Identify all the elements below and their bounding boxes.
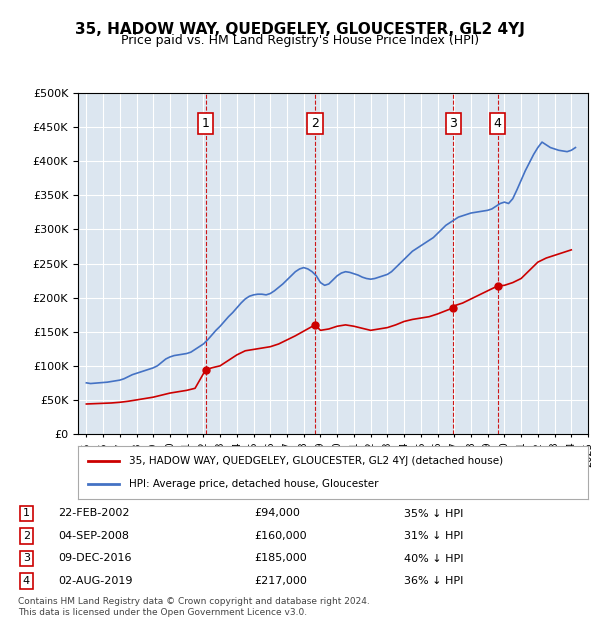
Text: 02-AUG-2019: 02-AUG-2019 — [58, 576, 133, 586]
Text: 09-DEC-2016: 09-DEC-2016 — [58, 554, 131, 564]
Text: 22-FEB-2002: 22-FEB-2002 — [58, 508, 130, 518]
Text: 3: 3 — [449, 117, 457, 130]
Text: 1: 1 — [202, 117, 209, 130]
Text: 1: 1 — [23, 508, 30, 518]
Text: Contains HM Land Registry data © Crown copyright and database right 2024.
This d: Contains HM Land Registry data © Crown c… — [18, 598, 370, 617]
Text: 36% ↓ HPI: 36% ↓ HPI — [404, 576, 463, 586]
Text: 2: 2 — [23, 531, 30, 541]
Text: £217,000: £217,000 — [254, 576, 307, 586]
Text: 35% ↓ HPI: 35% ↓ HPI — [404, 508, 463, 518]
Text: 35, HADOW WAY, QUEDGELEY, GLOUCESTER, GL2 4YJ: 35, HADOW WAY, QUEDGELEY, GLOUCESTER, GL… — [75, 22, 525, 37]
Text: 04-SEP-2008: 04-SEP-2008 — [58, 531, 129, 541]
Text: HPI: Average price, detached house, Gloucester: HPI: Average price, detached house, Glou… — [129, 479, 379, 489]
Text: 35, HADOW WAY, QUEDGELEY, GLOUCESTER, GL2 4YJ (detached house): 35, HADOW WAY, QUEDGELEY, GLOUCESTER, GL… — [129, 456, 503, 466]
Text: 3: 3 — [23, 554, 30, 564]
Text: £160,000: £160,000 — [254, 531, 307, 541]
Text: Price paid vs. HM Land Registry's House Price Index (HPI): Price paid vs. HM Land Registry's House … — [121, 34, 479, 47]
Text: 31% ↓ HPI: 31% ↓ HPI — [404, 531, 463, 541]
Text: 2: 2 — [311, 117, 319, 130]
Text: 4: 4 — [23, 576, 30, 586]
Text: 4: 4 — [494, 117, 502, 130]
Text: £94,000: £94,000 — [254, 508, 300, 518]
Text: 40% ↓ HPI: 40% ↓ HPI — [404, 554, 463, 564]
Text: £185,000: £185,000 — [254, 554, 307, 564]
